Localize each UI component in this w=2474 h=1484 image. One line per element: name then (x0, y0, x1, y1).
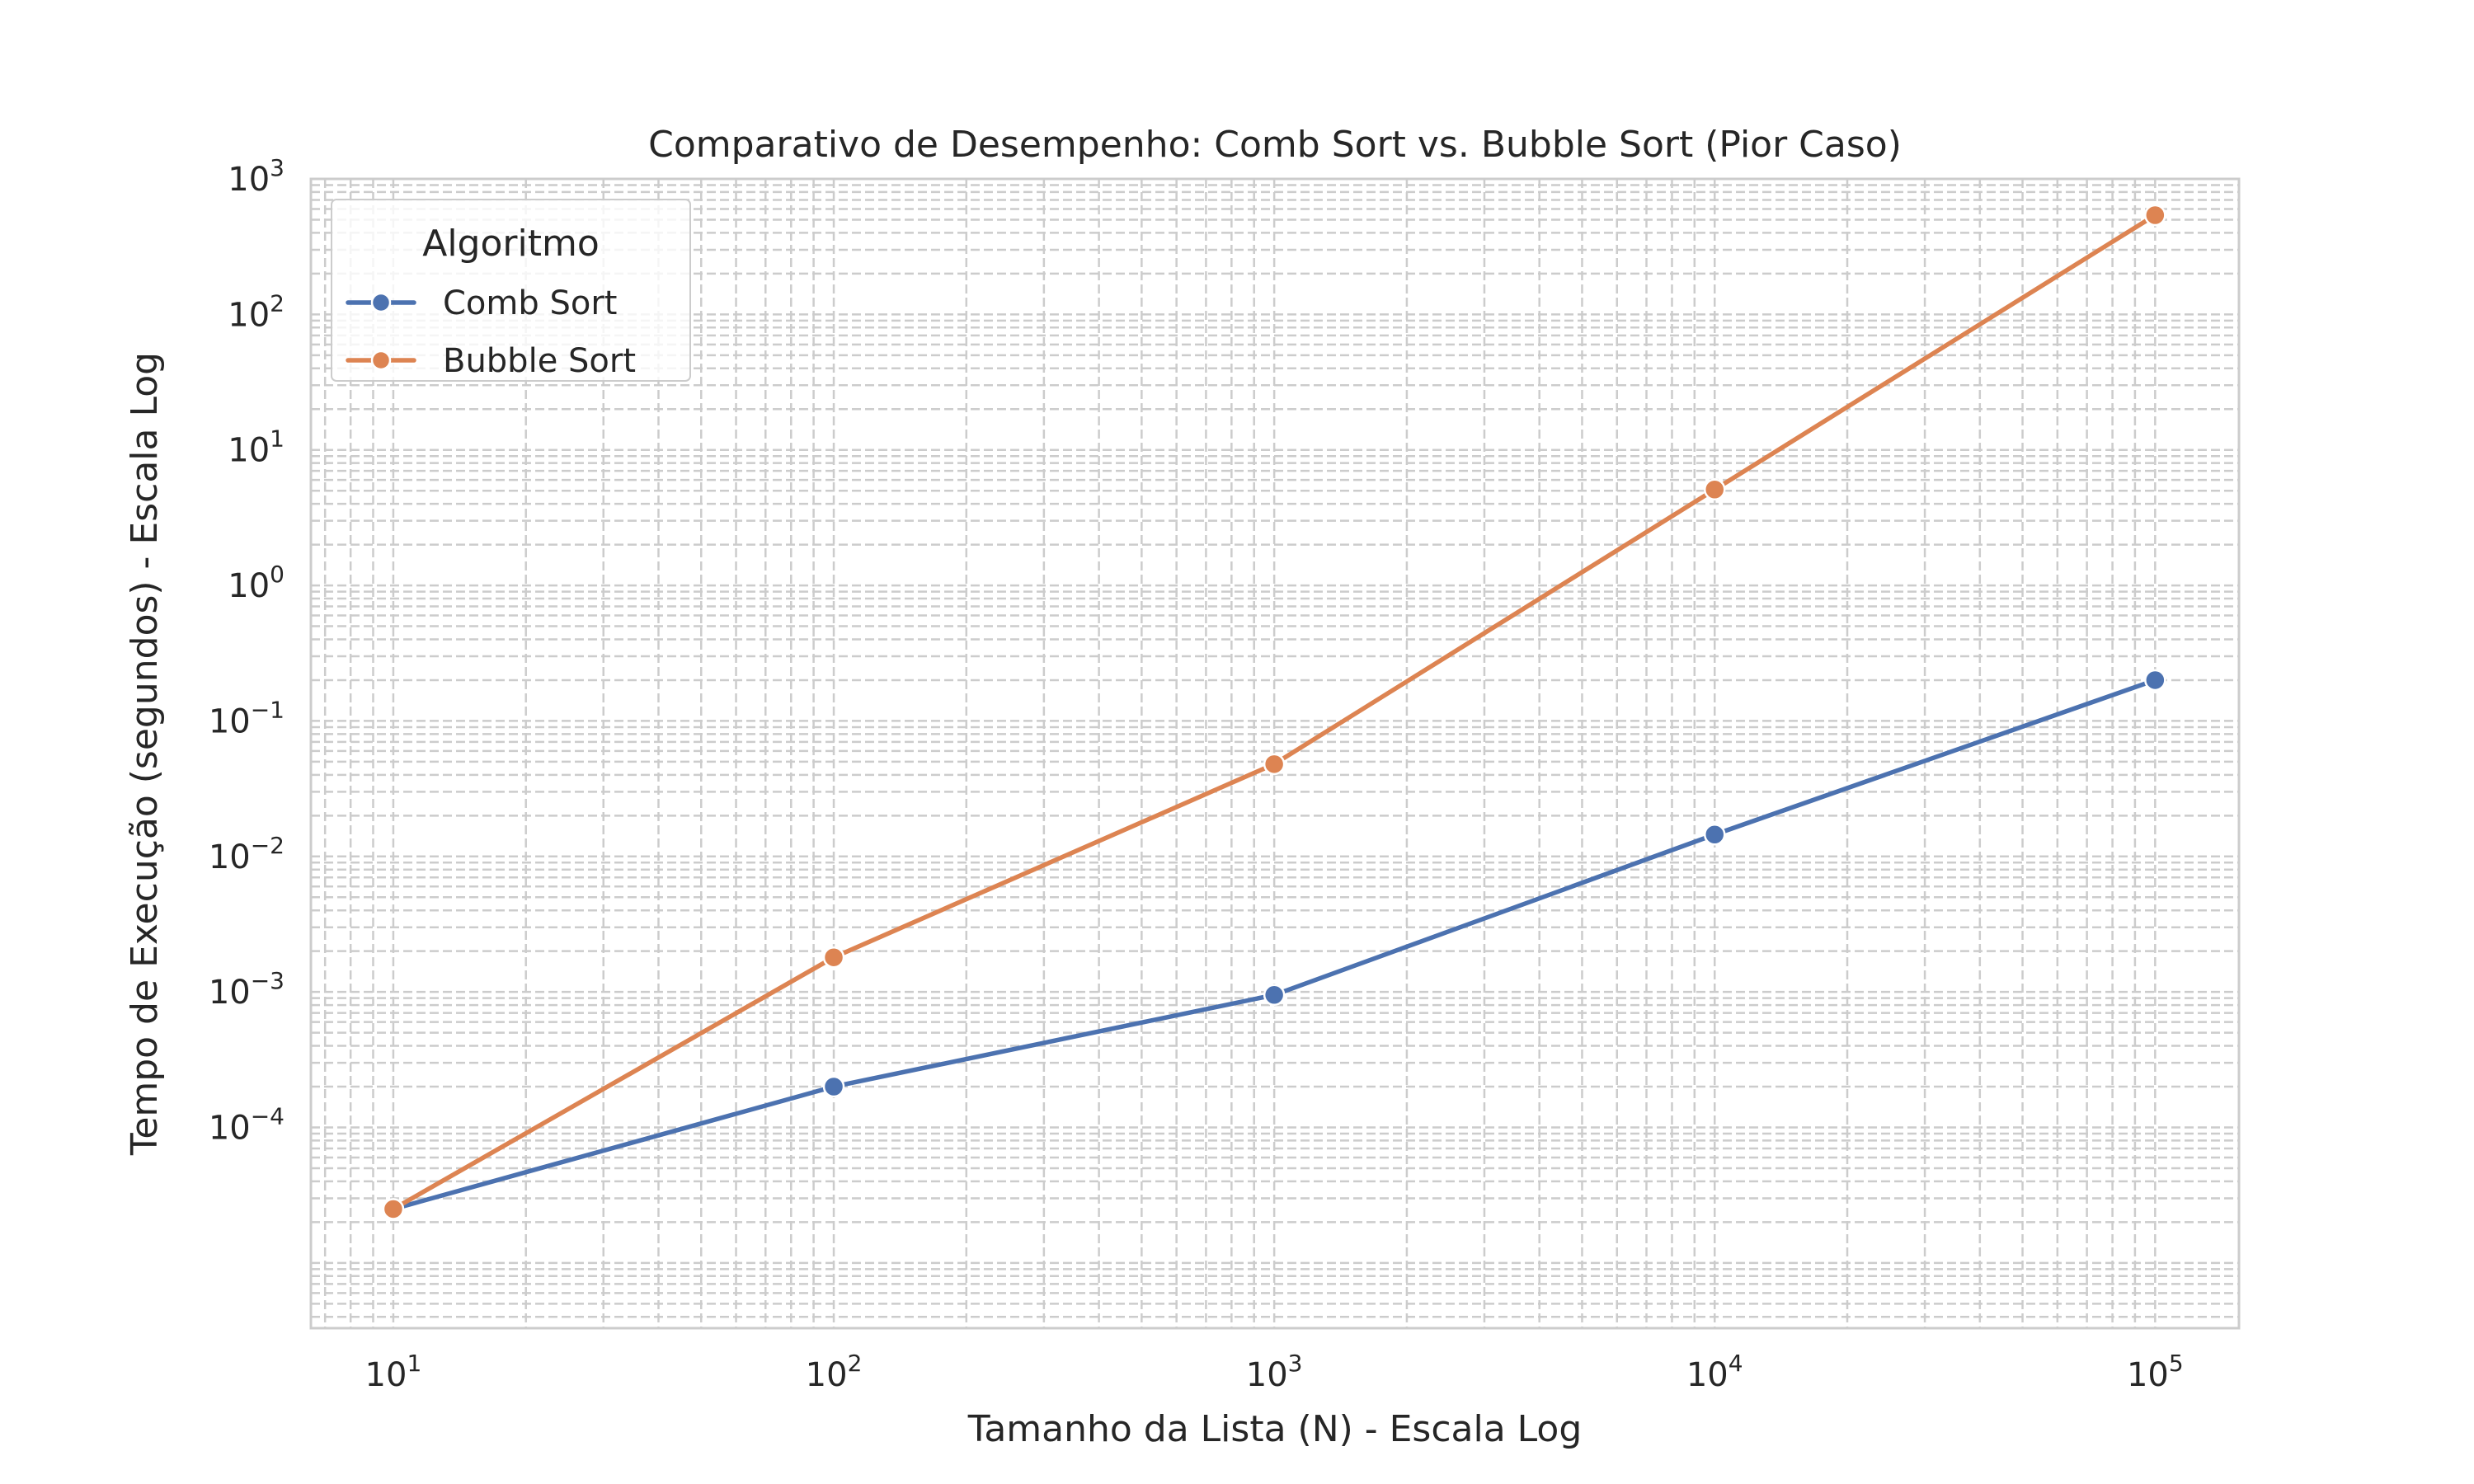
y-tick-label: 10−2 (209, 832, 285, 876)
legend-marker (370, 350, 392, 371)
y-tick-label: 103 (228, 154, 285, 199)
data-point (1263, 984, 1286, 1007)
x-tick-exponent: 2 (848, 1350, 863, 1377)
x-axis-label: Tamanho da Lista (N) - Escala Log (967, 1408, 1583, 1450)
x-tick-exponent: 1 (407, 1350, 421, 1377)
y-tick-base: 10 (209, 974, 251, 1012)
x-tick-base: 10 (2127, 1356, 2169, 1394)
x-tick-exponent: 3 (1288, 1350, 1303, 1377)
y-tick-base: 10 (209, 838, 251, 876)
y-tick-base: 10 (209, 1110, 251, 1148)
y-tick-base: 10 (228, 296, 270, 334)
legend-label: Comb Sort (443, 284, 617, 322)
y-tick-exponent: −2 (251, 832, 285, 859)
y-tick-base: 10 (228, 432, 270, 470)
series-layer (382, 204, 2166, 1220)
y-tick-label: 10−1 (209, 696, 285, 740)
x-tick-base: 10 (365, 1356, 407, 1394)
x-tick-exponent: 4 (1729, 1350, 1743, 1377)
y-tick-label: 101 (228, 425, 285, 470)
data-point (1263, 753, 1286, 776)
x-tick-base: 10 (806, 1356, 848, 1394)
x-tick-base: 10 (1686, 1356, 1729, 1394)
x-tick-label: 101 (365, 1350, 422, 1394)
data-point (2144, 669, 2166, 692)
x-tick-label: 102 (806, 1350, 863, 1394)
legend-title: Algoritmo (422, 223, 600, 265)
data-point (1703, 824, 1726, 846)
data-point (822, 1075, 845, 1098)
y-tick-label: 10−4 (209, 1103, 285, 1148)
plot-frame (309, 177, 2241, 1330)
legend-items: Comb Sort Bubble Sort (346, 284, 636, 380)
legend: Algoritmo Comb Sort Bubble Sort (331, 199, 691, 382)
y-tick-base: 10 (228, 567, 270, 605)
data-point (822, 946, 845, 969)
y-tick-exponent: 3 (270, 154, 285, 181)
y-axis-label: Tempo de Execução (segundos) - Escala Lo… (124, 352, 166, 1156)
y-tick-label: 10−3 (209, 967, 285, 1012)
y-tick-exponent: −3 (251, 967, 285, 994)
legend-box (331, 199, 691, 382)
data-point (1703, 478, 1726, 501)
y-tick-exponent: 1 (270, 425, 285, 453)
grid (311, 177, 2239, 1328)
y-tick-base: 10 (209, 702, 251, 740)
chart-title: Comparativo de Desempenho: Comb Sort vs.… (648, 124, 1902, 166)
y-tick-base: 10 (228, 161, 270, 199)
x-tick-label: 105 (2127, 1350, 2184, 1394)
x-tick-label: 104 (1686, 1350, 1743, 1394)
x-axis-ticks: 101 102 103 104 105 (365, 1350, 2184, 1394)
x-tick-base: 10 (1246, 1356, 1288, 1394)
y-tick-label: 102 (228, 289, 285, 334)
legend-marker (370, 292, 392, 313)
legend-label: Bubble Sort (443, 342, 636, 380)
y-tick-exponent: 2 (270, 289, 285, 317)
y-tick-exponent: −1 (251, 696, 285, 723)
y-tick-exponent: 0 (270, 561, 285, 588)
x-tick-label: 103 (1246, 1350, 1303, 1394)
y-tick-label: 100 (228, 561, 285, 605)
y-tick-exponent: −4 (251, 1103, 285, 1130)
data-point (382, 1198, 405, 1220)
x-tick-exponent: 5 (2169, 1350, 2184, 1377)
data-point (2144, 204, 2166, 227)
